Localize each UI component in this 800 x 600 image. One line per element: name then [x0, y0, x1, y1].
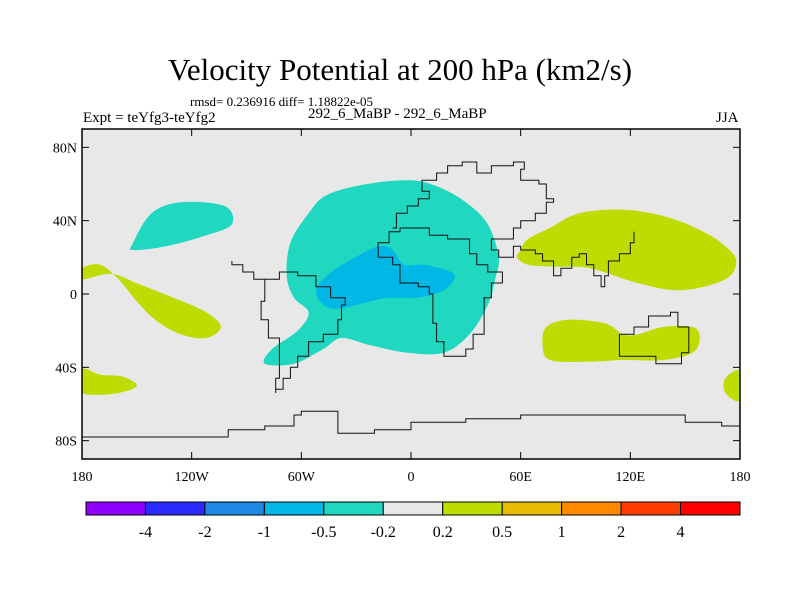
y-tick-label-0: 80N: [53, 141, 77, 156]
colorbar-swatch-9: [620, 501, 682, 516]
x-tick-label-4: 60E: [509, 470, 532, 485]
region-negative-north-pacific: [129, 201, 234, 251]
coastline-africa-coast: [377, 227, 503, 357]
region-positive-indian-ocean: [542, 319, 700, 362]
colorbar-label-0: -4: [139, 524, 152, 541]
x-axis: 180 120W 60W 0 60E 120E 180: [72, 129, 751, 485]
colorbar-swatch-0: [85, 501, 146, 516]
region-positive-south-pacific: [82, 368, 137, 395]
colorbar-swatch-5: [382, 501, 444, 516]
contour-regions: [82, 180, 740, 402]
colorbar-swatch-10: [680, 501, 741, 516]
y-tick-label-3: 40S: [55, 361, 77, 376]
y-tick-label-4: 80S: [55, 435, 77, 450]
coastlines: [82, 161, 740, 438]
y-tick-label-1: 40N: [53, 215, 77, 230]
season-label: JJA: [716, 110, 739, 126]
x-tick-label-3: 0: [408, 470, 415, 485]
x-tick-label-6: 180: [730, 470, 751, 485]
colorbar-label-8: 2: [617, 524, 625, 541]
colorbar-label-3: -0.5: [311, 524, 336, 541]
coastline-antarctica-coast: [82, 410, 740, 438]
region-positive-pacific-west: [82, 264, 221, 339]
colorbar-swatch-4: [323, 501, 384, 516]
experiment-label: Expt = teYfg3-teYfg2: [83, 110, 216, 126]
y-axis: 80N 40N 0 40S 80S: [53, 141, 740, 450]
coastline-north-america-coast: [231, 261, 265, 280]
coastline-south-america-coast: [260, 271, 346, 393]
colorbar-label-7: 1: [558, 524, 566, 541]
colorbar-label-1: -2: [198, 524, 211, 541]
region-positive-east-edge: [723, 370, 740, 402]
coastline-eurasia-coast: [392, 161, 635, 288]
colorbar-swatch-2: [204, 501, 265, 516]
x-tick-label-5: 120E: [616, 470, 646, 485]
colorbar-swatch-3: [263, 501, 325, 516]
x-tick-label-0: 180: [72, 470, 93, 485]
page-title: Velocity Potential at 200 hPa (km2/s): [167, 52, 633, 87]
case-names: 292_6_MaBP - 292_6_MaBP: [308, 106, 487, 122]
colorbar: -4 -2 -1 -0.5 -0.2 0.2 0.5 1 2 4: [85, 501, 741, 541]
x-tick-label-2: 60W: [288, 470, 316, 485]
colorbar-swatch-1: [144, 501, 206, 516]
colorbar-label-4: -0.2: [371, 524, 396, 541]
y-tick-label-2: 0: [70, 288, 77, 303]
colorbar-swatch-7: [501, 501, 563, 516]
colorbar-label-9: 4: [677, 524, 685, 541]
colorbar-swatch-6: [442, 501, 503, 516]
colorbar-label-5: 0.2: [433, 524, 453, 541]
x-tick-label-1: 120W: [175, 470, 210, 485]
region-positive-asia-indian: [516, 209, 737, 291]
coastline-australia-coast: [618, 311, 690, 365]
colorbar-label-6: 0.5: [492, 524, 512, 541]
colorbar-swatch-8: [561, 501, 622, 516]
colorbar-label-2: -1: [258, 524, 271, 541]
stats-line: rmsd= 0.236916 diff= 1.18822e-05: [190, 94, 374, 109]
region-negative-core: [315, 245, 455, 309]
